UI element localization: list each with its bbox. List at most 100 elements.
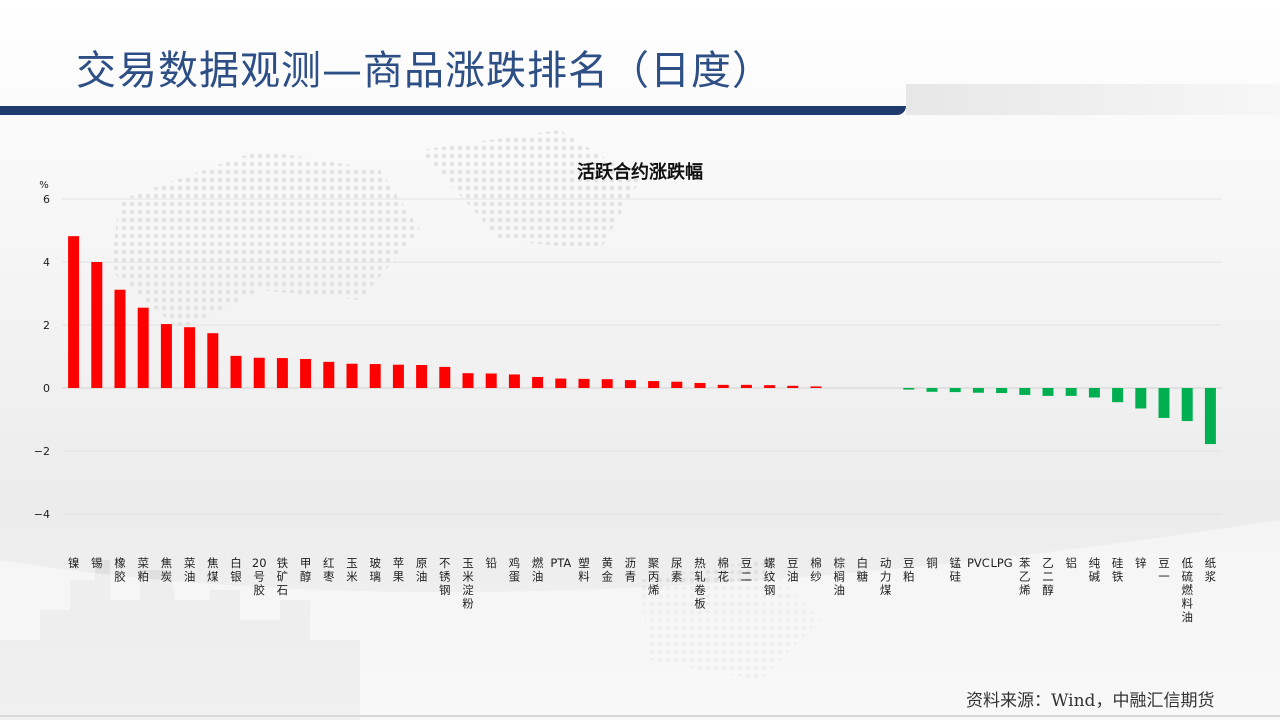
bar-热轧卷板 [694,382,706,388]
bar-豆油 [787,385,799,388]
bar-黄金 [601,379,613,388]
x-category-label: 豆油 [787,556,799,584]
bar-聚丙烯 [648,381,660,388]
x-category-label: 棕榈油 [833,556,845,597]
x-category-label: 热轧卷板 [694,556,706,611]
bar-塑料 [578,378,590,388]
x-category-label: 棉纱 [810,556,822,584]
x-category-label: 玻璃 [369,556,381,584]
bar-棉纱 [810,386,822,388]
y-tick-label: 2 [43,319,50,332]
bar-玻璃 [369,364,381,388]
x-category-label: 红枣 [323,556,335,584]
bar-棉花 [717,384,729,388]
title-bar: 交易数据观测—商品涨跌排名（日度） [0,0,1280,118]
x-category-label: 聚丙烯 [648,556,660,597]
x-category-label: 棉花 [717,556,729,584]
x-category-label: 菜油 [184,556,196,584]
bar-低硫燃料油 [1181,388,1193,422]
x-category-label: 螺纹钢 [764,556,776,597]
x-category-label: 不锈钢 [439,556,451,597]
bar-沥青 [624,380,636,388]
x-category-label: 20 号胶 [252,556,267,597]
x-category-label: 原油 [416,556,428,584]
x-category-label: 纸浆 [1205,556,1217,584]
bar-玉米淀粉 [462,373,474,388]
bar-菜油 [184,327,196,388]
bar-PTA [555,378,567,388]
bar-铝 [1065,388,1077,396]
bar-菜粕 [137,307,149,388]
x-category-label: 低硫燃料油 [1181,556,1193,624]
bar-镍 [68,236,80,388]
bar-硅铁 [1112,388,1124,403]
bar-鸡蛋 [508,374,520,388]
bar-红枣 [323,361,335,388]
x-category-label: 动力煤 [880,556,892,597]
x-category-label: 苹果 [393,556,405,584]
y-tick-label: 0 [43,382,50,395]
bar-乙二醇 [1042,388,1054,396]
bar-尿素 [671,381,683,388]
x-category-label: 菜粕 [137,556,149,584]
x-category-label: 玉米淀粉 [462,556,474,611]
x-category-label: 铜 [926,556,938,570]
bar-燃油 [532,376,544,388]
source-note: 资料来源：Wind，中融汇信期货 [966,691,1215,711]
x-category-label: 鸡蛋 [509,556,521,584]
x-category-label: 镍 [68,556,80,570]
x-category-label: 铅 [485,556,497,570]
bar-玉米 [346,363,358,388]
bar-铁矿石 [276,358,288,388]
x-category-label: 乙二醇 [1042,556,1054,597]
x-category-label: PVC [967,556,990,570]
x-category-label: 黄金 [601,556,613,584]
x-category-label: 苯乙烯 [1019,556,1031,597]
x-category-label: 甲醇 [300,556,312,584]
x-category-label: 白银 [230,556,242,584]
bar-焦煤 [207,333,219,388]
bar-甲醇 [300,359,312,388]
x-category-label: 豆粕 [903,556,915,584]
x-category-label: 塑料 [578,556,590,584]
bar-锌 [1135,388,1147,409]
bar-白银 [230,355,242,388]
x-category-label: 铝 [1065,556,1077,570]
x-category-label: PTA [550,556,571,570]
title-bar-fade [906,84,1280,115]
bar-螺纹钢 [764,385,776,388]
title-underline [0,106,906,115]
bar-锰硅 [949,388,961,393]
bar-豆粕 [903,388,915,390]
x-category-label: 橡胶 [114,556,126,584]
y-axis-unit: % [39,180,49,191]
x-category-label: 焦煤 [207,556,219,584]
bar-纸浆 [1204,388,1216,445]
bar-不锈钢 [439,366,451,388]
bar-PVC [972,388,984,393]
x-category-label: 锰硅 [949,556,961,584]
y-tick-label: −4 [34,508,50,521]
bar-橡胶 [114,289,126,388]
y-tick-label: −2 [34,445,50,458]
bar-原油 [416,365,428,388]
bar-苯乙烯 [1019,388,1031,395]
x-category-label: 燃油 [532,556,544,584]
bar-20号胶 [253,357,265,388]
x-category-label: 尿素 [671,556,683,584]
x-category-label: 硅铁 [1112,556,1124,584]
bar-铜 [926,388,938,392]
y-tick-label: 4 [43,256,50,269]
x-category-label: 豆二 [741,556,753,584]
bar-纯碱 [1088,388,1100,398]
bottom-frame-line [0,715,1280,717]
bar-焦炭 [160,324,172,388]
x-category-label: 锡 [91,556,103,570]
x-category-label: 铁矿石 [277,556,289,597]
page-title: 交易数据观测—商品涨跌排名（日度） [76,48,773,94]
x-category-label: 玉米 [346,556,358,584]
bar-豆二 [740,384,752,388]
chart-title: 活跃合约涨跌幅 [577,161,703,183]
bar-苹果 [392,364,404,388]
bar-LPG [996,388,1008,394]
